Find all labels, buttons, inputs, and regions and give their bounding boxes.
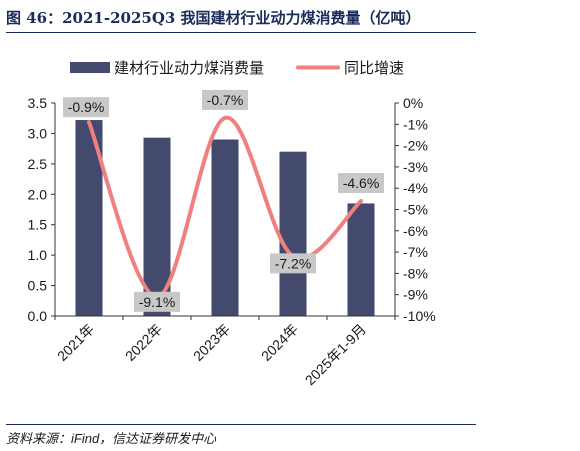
x-tick-label: 2021年 (54, 321, 97, 364)
bar-3 (211, 139, 239, 316)
x-tick-label: 2023年 (190, 321, 233, 364)
y-left-tick-label: 0.5 (28, 278, 48, 294)
y-left-tick-label: 1.0 (28, 247, 48, 263)
data-label-2: -9.1% (134, 291, 180, 312)
x-tick-label: 2022年 (122, 321, 165, 364)
y-left-tick-label: 3.5 (28, 95, 48, 111)
data-label-1: -0.9% (63, 97, 109, 118)
data-label-text: -4.6% (343, 175, 380, 191)
data-label-box (202, 89, 248, 110)
y-left-tick-label: 0.0 (28, 308, 48, 324)
legend-label-line: 同比增速 (344, 60, 404, 77)
y-right-tick-label: -5% (403, 202, 428, 218)
y-right-tick-label: -7% (403, 244, 428, 260)
data-label-text: -9.1% (139, 294, 176, 310)
y-right-tick-label: 0% (403, 95, 423, 111)
y-left-tick-label: 3.0 (28, 125, 48, 141)
y-right-tick-label: -4% (403, 180, 428, 196)
title-rule (6, 32, 476, 33)
x-tick-label: 2024年 (258, 321, 301, 364)
source-rule (6, 424, 476, 425)
legend-swatch-bar (70, 62, 110, 73)
y-left-tick-label: 2.5 (28, 156, 48, 172)
data-label-text: -7.2% (275, 255, 312, 271)
y-right-tick-label: -8% (403, 265, 428, 281)
y-left-tick-label: 2.0 (28, 186, 48, 202)
bar-5 (347, 203, 375, 316)
y-right-tick-label: -3% (403, 159, 428, 175)
data-label-4: -7.2% (270, 253, 316, 274)
y-right-tick-label: -1% (403, 116, 428, 132)
y-left-tick-label: 1.5 (28, 217, 48, 233)
source-note: 资料来源：iFind，信达证券研发中心 (6, 431, 217, 446)
y-right-tick-label: -10% (403, 308, 436, 324)
y-right-tick-label: -6% (403, 223, 428, 239)
bar-4 (279, 151, 307, 316)
figure-title: 图 46：2021-2025Q3 我国建材行业动力煤消费量（亿吨） (6, 9, 421, 27)
data-label-box (270, 253, 316, 274)
data-label-5: -4.6% (338, 172, 384, 193)
data-label-box (338, 172, 384, 193)
y-right-tick-label: -2% (403, 138, 428, 154)
y-right-tick-label: -9% (403, 287, 428, 303)
data-label-text: -0.9% (68, 99, 105, 115)
legend: 建材行业动力煤消费量 同比增速 (70, 60, 404, 77)
data-label-box (63, 97, 109, 118)
data-label-3: -0.7% (202, 89, 248, 110)
data-label-box (134, 291, 180, 312)
x-tick-label: 2025年1-9月 (302, 321, 369, 388)
legend-label-bar: 建材行业动力煤消费量 (114, 60, 264, 77)
data-label-text: -0.7% (207, 92, 244, 108)
